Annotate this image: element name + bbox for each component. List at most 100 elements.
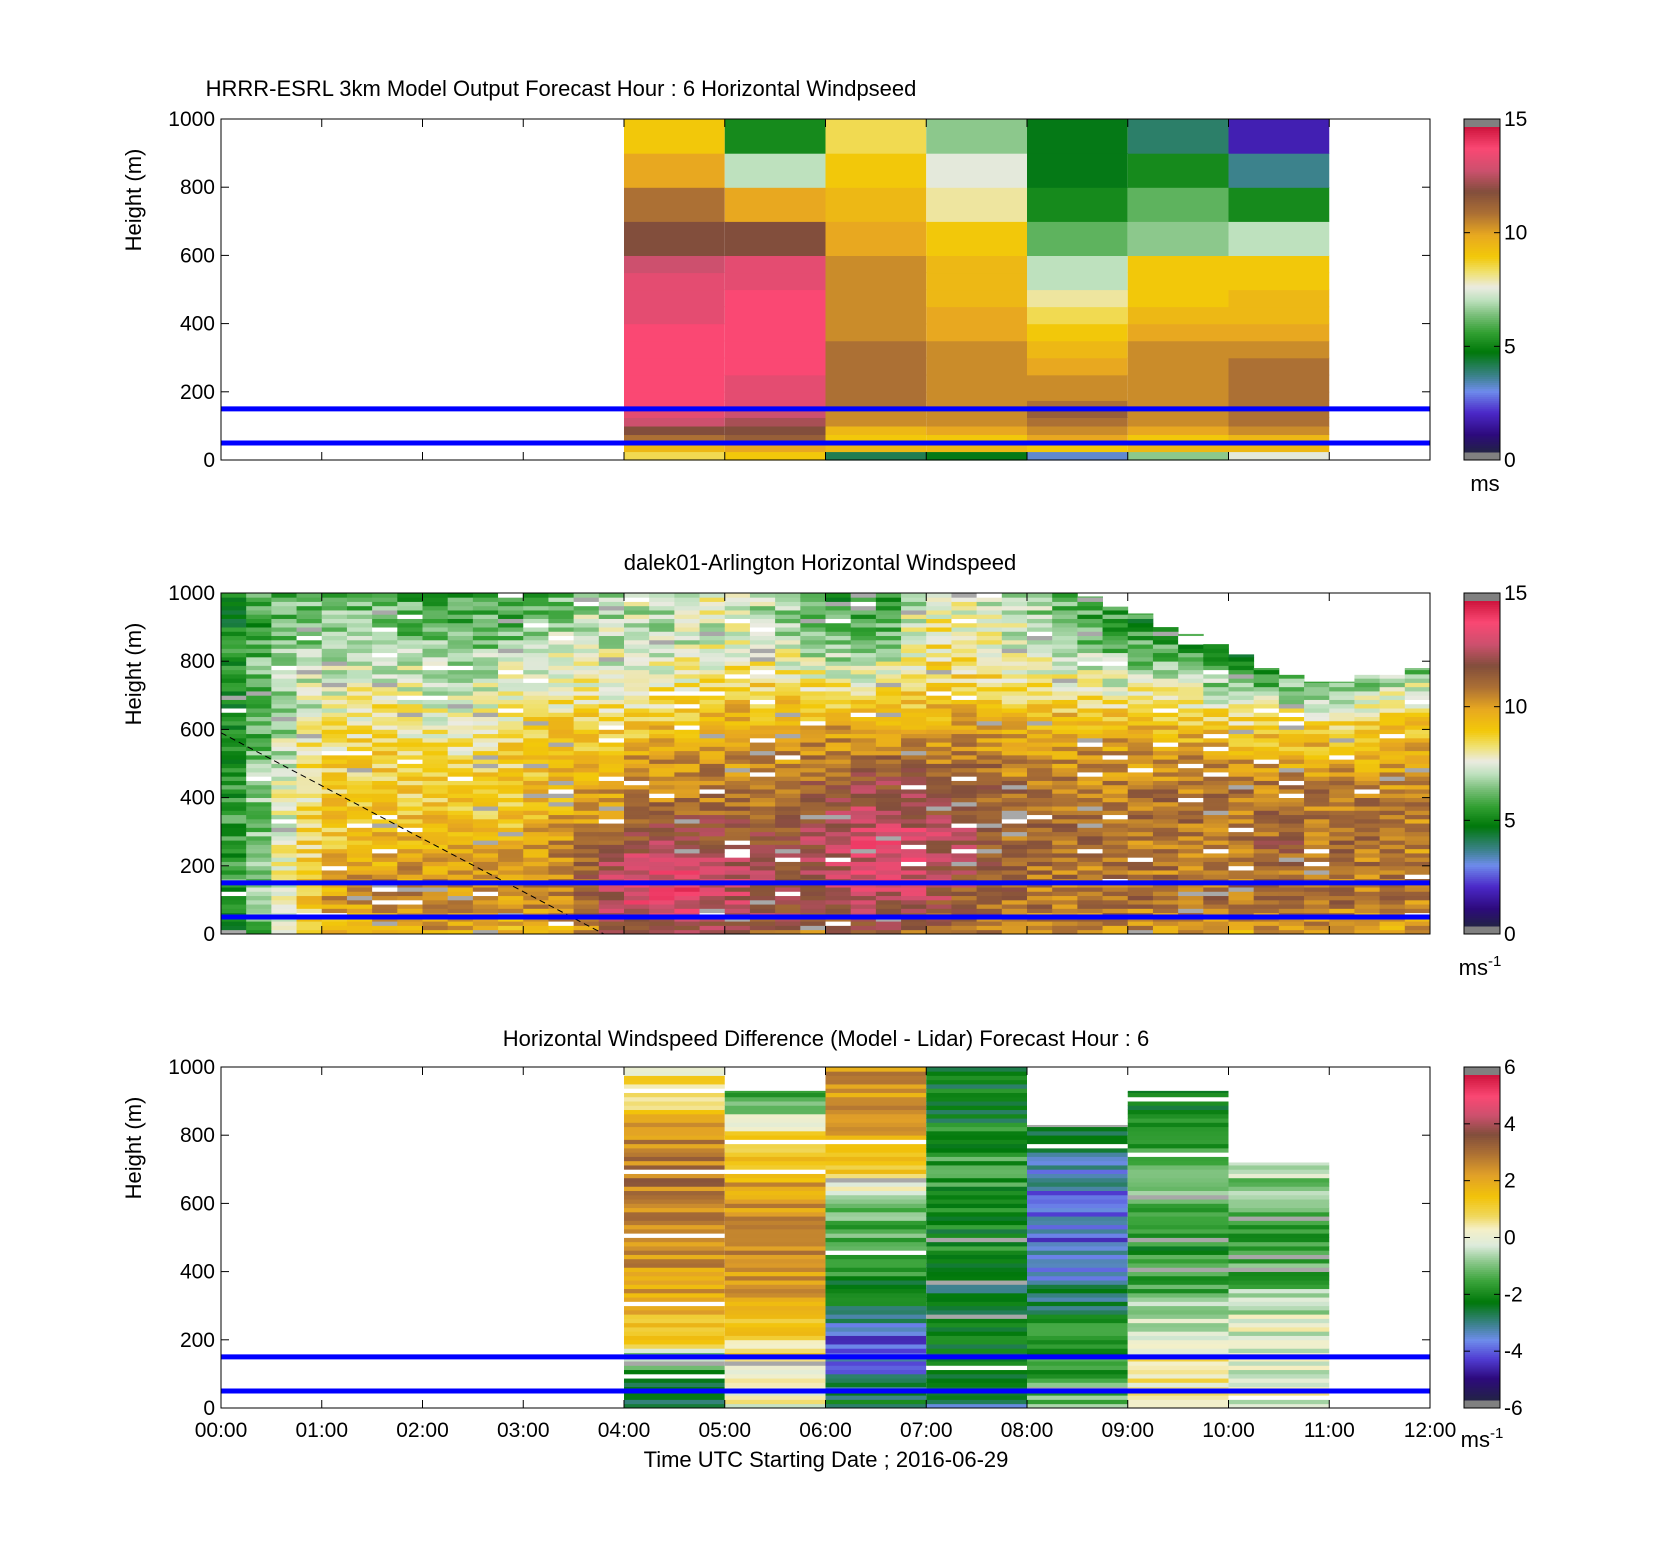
heatmap-cell [498,733,524,739]
heatmap-cell [749,652,776,658]
heatmap-cell [926,635,952,641]
heatmap-cell [296,797,323,803]
heatmap-cell [1001,669,1028,675]
heatmap-cell [598,908,625,914]
heatmap-cell [1228,733,1255,739]
heatmap-cell [1379,908,1406,914]
heatmap-cell [1404,784,1431,790]
colorbar-segment [1464,157,1500,160]
heatmap-cell [221,891,247,897]
heatmap-cell [321,665,348,671]
heatmap-cell [926,451,1027,461]
heatmap-cell [346,682,373,688]
heatmap-cell [1228,708,1255,713]
heatmap-cell [271,801,297,807]
heatmap-cell [724,1186,826,1192]
heatmap-cell [397,772,423,777]
heatmap-cell [624,1220,725,1226]
heatmap-cell [624,408,725,418]
heatmap-cell [624,1109,725,1115]
heatmap-cell [1178,661,1204,666]
heatmap-cell [1329,742,1355,747]
heatmap-cell [926,1067,1027,1072]
heatmap-cell [724,648,751,654]
heatmap-cell [372,610,398,615]
colorbar-segment [1464,1280,1500,1283]
heatmap-cell [850,908,877,914]
heatmap-cell [926,1165,1027,1170]
heatmap-cell [926,1105,1027,1111]
heatmap-cell [1228,408,1330,418]
heatmap-cell [372,899,398,905]
heatmap-cell [1379,703,1406,709]
colorbar-segment [1464,1099,1500,1102]
heatmap-cell [951,784,978,790]
heatmap-cell [246,899,272,905]
heatmap-cell [1102,921,1129,926]
heatmap-cell [1228,1331,1330,1336]
heatmap-cell [926,763,952,769]
heatmap-cell [1354,772,1381,777]
heatmap-cell [724,1395,826,1400]
heatmap-cell [422,814,449,820]
heatmap-cell [1203,673,1229,679]
heatmap-cell [1354,729,1381,735]
heatmap-cell [775,656,801,662]
heatmap-cell [1228,865,1255,871]
colorbar-segment [1464,856,1500,860]
colorbar-segment [1464,854,1500,858]
heatmap-cell [598,703,625,709]
heatmap-cell [1404,725,1431,730]
heatmap-cell [1203,891,1229,897]
heatmap-cell [1304,772,1330,777]
heatmap-cell [775,797,801,803]
colorbar-segment [1464,291,1500,295]
colorbar-segment [1464,1217,1500,1220]
heatmap-cell [1027,1382,1128,1388]
heatmap-cell [1304,720,1330,726]
heatmap-cell [699,703,726,709]
heatmap-cell [1052,853,1078,858]
heatmap-cell [624,1088,725,1093]
heatmap-cell [472,737,499,743]
heatmap-cell [346,686,373,692]
heatmap-cell [800,708,826,713]
heatmap-cell [1253,759,1280,764]
heatmap-cell [926,1403,1027,1409]
heatmap-cell [271,720,297,726]
heatmap-cell [825,614,852,619]
heatmap-cell [447,695,474,700]
heatmap-cell [926,686,952,692]
heatmap-cell [674,729,700,735]
heatmap-cell [1027,1165,1128,1170]
heatmap-cell [1404,754,1431,760]
heatmap-cell [1404,797,1431,803]
heatmap-cell [901,797,927,803]
heatmap-cell [246,695,272,700]
heatmap-cell [271,622,297,628]
colorbar-segment [1464,1107,1500,1111]
heatmap-cell [1379,904,1406,909]
heatmap-cell [699,699,726,705]
heatmap-cell [246,682,272,688]
colorbar-segment [1464,423,1500,427]
heatmap-cell [1052,682,1078,688]
heatmap-cell [1379,691,1406,696]
heatmap-cell [221,772,247,777]
heatmap-cell [1203,691,1229,696]
colorbar-segment [1464,704,1500,708]
heatmap-cell [573,895,600,901]
heatmap-cell [1027,1318,1128,1324]
heatmap-cell [1178,814,1204,820]
heatmap-cell [221,874,247,879]
heatmap-cell [573,848,600,854]
heatmap-cell [372,874,398,879]
heatmap-cell [1077,661,1103,666]
heatmap-cell [649,593,675,598]
heatmap-cell [825,597,852,602]
heatmap-cell [624,776,650,781]
heatmap-cell [1404,682,1431,688]
heatmap-cell [397,682,423,688]
heatmap-cell [976,895,1003,901]
colorbar-segment [1464,1298,1500,1301]
